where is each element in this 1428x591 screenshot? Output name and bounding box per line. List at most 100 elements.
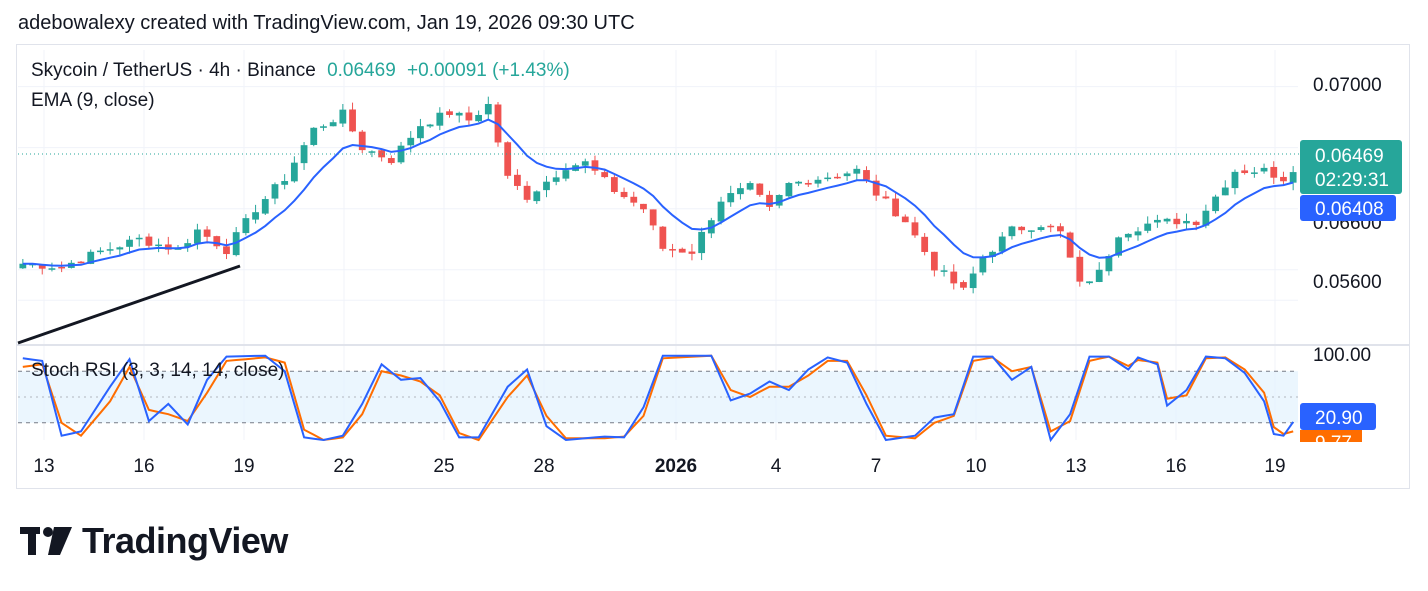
candle-body bbox=[38, 264, 46, 269]
candle-body bbox=[969, 273, 977, 289]
candle-body bbox=[717, 201, 725, 222]
candle-body bbox=[1212, 196, 1219, 212]
candle-body bbox=[349, 109, 356, 132]
candle-body bbox=[1280, 176, 1287, 182]
candle-body bbox=[911, 222, 919, 236]
candle-body bbox=[766, 194, 773, 207]
candle-body bbox=[1270, 166, 1278, 178]
price-axis-label: 0.05600 bbox=[1313, 272, 1382, 293]
candle-body bbox=[1241, 170, 1249, 174]
candle-body bbox=[853, 168, 861, 174]
candle-body bbox=[775, 194, 783, 206]
candle-body bbox=[87, 251, 95, 264]
candle-body bbox=[960, 282, 967, 288]
candle-body bbox=[581, 161, 589, 166]
last-price: 0.06469 bbox=[327, 60, 396, 81]
stoch-axis-label: 100.00 bbox=[1313, 345, 1371, 366]
candle-body bbox=[417, 126, 424, 139]
candle-body bbox=[1076, 256, 1084, 282]
candle-body bbox=[552, 177, 560, 182]
candle-body bbox=[523, 185, 531, 200]
candle-body bbox=[863, 170, 870, 180]
candle-body bbox=[834, 176, 841, 179]
candle-body bbox=[1154, 219, 1161, 223]
candle-body bbox=[300, 145, 308, 164]
time-axis-label: 16 bbox=[1165, 456, 1186, 477]
time-axis-label: 16 bbox=[133, 456, 154, 477]
candle-body bbox=[1260, 167, 1268, 172]
ema-line bbox=[22, 118, 1294, 267]
candle-body bbox=[1095, 269, 1103, 283]
candle-body bbox=[58, 266, 66, 269]
candle-body bbox=[397, 145, 405, 163]
time-axis-label: 10 bbox=[965, 456, 986, 477]
candle-body bbox=[901, 216, 909, 223]
candle-body bbox=[329, 122, 337, 127]
candle-body bbox=[737, 188, 744, 195]
candle-body bbox=[1192, 221, 1200, 226]
stoch-d-line bbox=[22, 354, 1294, 442]
candle-body bbox=[368, 151, 376, 153]
candle-body bbox=[630, 196, 638, 203]
candle-body bbox=[407, 137, 415, 146]
candle-body bbox=[1134, 231, 1142, 236]
candle-body bbox=[106, 249, 114, 251]
candle-body bbox=[756, 183, 764, 195]
candle-body bbox=[698, 231, 706, 254]
stoch-k-badge-value: 20.90 bbox=[1315, 408, 1363, 429]
candle-body bbox=[1202, 210, 1210, 226]
candle-body bbox=[892, 198, 899, 217]
tradingview-logo: TradingView bbox=[20, 520, 288, 562]
time-axis-label: 4 bbox=[771, 456, 782, 477]
candle-body bbox=[271, 184, 279, 199]
time-axis-label: 13 bbox=[33, 456, 54, 477]
candle-body bbox=[145, 236, 153, 246]
candle-body bbox=[164, 244, 172, 250]
candle-body bbox=[19, 263, 27, 269]
price-change: +0.00091 (+1.43%) bbox=[407, 60, 570, 81]
time-axis-label: 2026 bbox=[655, 456, 697, 477]
stoch-k-line bbox=[22, 354, 1295, 443]
candle-body bbox=[1057, 226, 1064, 232]
candle-body bbox=[1221, 187, 1229, 196]
candle-body bbox=[659, 226, 667, 249]
candle-body bbox=[543, 181, 550, 191]
candle-body bbox=[387, 158, 395, 164]
candle-body bbox=[533, 191, 541, 202]
candle-body bbox=[989, 251, 996, 257]
candle-body bbox=[785, 183, 793, 197]
candle-body bbox=[1173, 218, 1181, 225]
candle-body bbox=[426, 124, 434, 127]
candle-body bbox=[1047, 225, 1055, 228]
candle-body bbox=[921, 236, 929, 252]
candle-body bbox=[310, 127, 318, 145]
candle-body bbox=[378, 150, 386, 158]
candle-body bbox=[436, 112, 444, 126]
candle-body bbox=[465, 112, 473, 121]
stoch-k-badge bbox=[1300, 403, 1376, 430]
candle-body bbox=[804, 182, 812, 185]
candle-body bbox=[669, 249, 676, 251]
countdown-badge-value: 02:29:31 bbox=[1315, 170, 1389, 191]
candle-body bbox=[155, 244, 162, 247]
time-axis-label: 22 bbox=[333, 456, 354, 477]
stoch-badge-mask bbox=[1296, 443, 1376, 463]
ema-badge bbox=[1300, 195, 1396, 221]
candle-body bbox=[1115, 237, 1122, 256]
tradingview-logo-icon bbox=[20, 527, 72, 555]
candle-body bbox=[484, 103, 492, 115]
time-axis-label: 19 bbox=[233, 456, 254, 477]
candle-body bbox=[814, 179, 822, 184]
candle-body bbox=[126, 239, 133, 247]
time-axis-label: 28 bbox=[533, 456, 554, 477]
chart-credit-header: adebowalexy created with TradingView.com… bbox=[18, 12, 635, 34]
candle-body bbox=[601, 172, 609, 178]
candle-body bbox=[688, 251, 696, 254]
candle-body bbox=[290, 162, 298, 182]
candle-body bbox=[446, 111, 453, 115]
candle-body bbox=[727, 193, 735, 203]
candle-body bbox=[504, 142, 512, 176]
candle-body bbox=[979, 257, 987, 273]
ema-badge-value: 0.06408 bbox=[1315, 199, 1384, 220]
